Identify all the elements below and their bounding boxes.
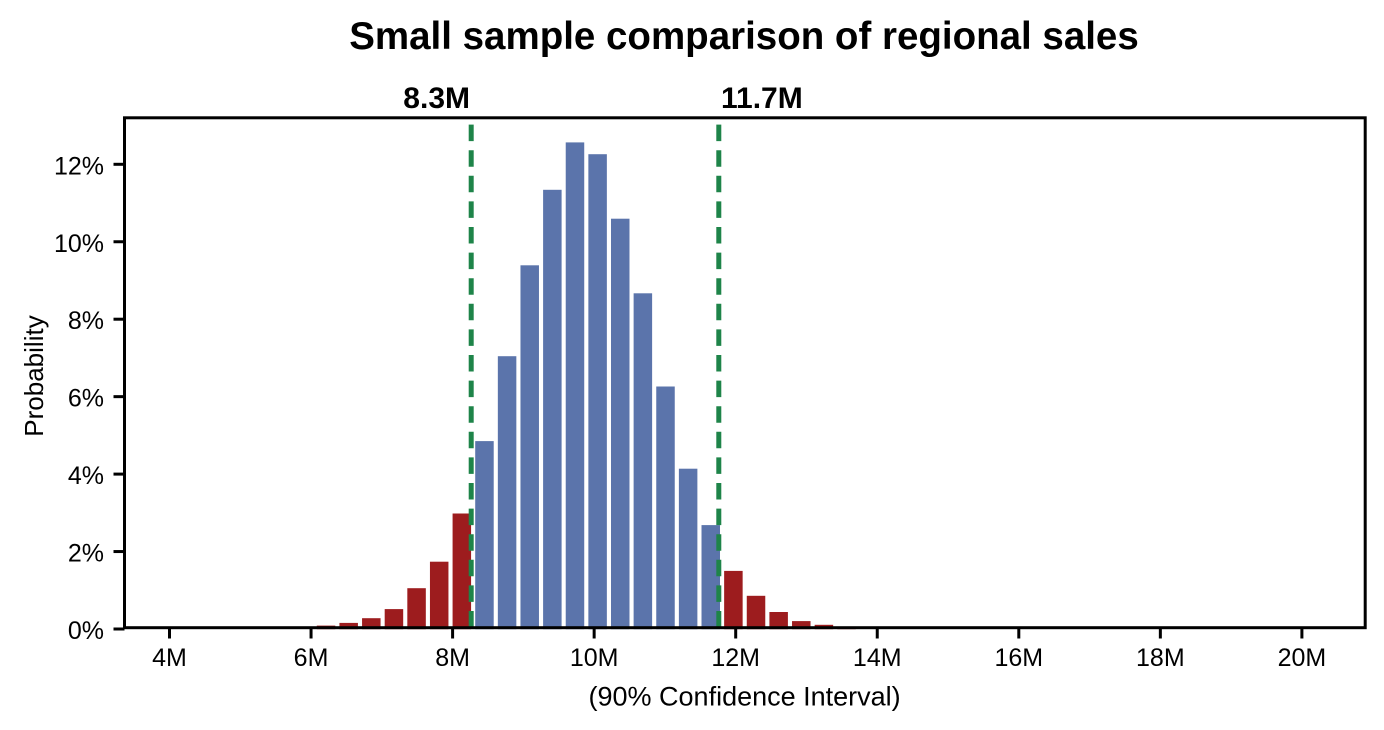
svg-text:8.3M: 8.3M <box>403 82 470 115</box>
svg-text:18M: 18M <box>1136 644 1185 672</box>
svg-text:2%: 2% <box>68 540 104 568</box>
svg-text:11.7M: 11.7M <box>721 82 803 115</box>
svg-text:4M: 4M <box>152 644 187 672</box>
svg-text:6%: 6% <box>68 385 104 413</box>
svg-text:14M: 14M <box>853 644 902 672</box>
svg-text:8%: 8% <box>68 307 104 335</box>
svg-text:0%: 0% <box>68 617 104 645</box>
svg-text:16M: 16M <box>994 644 1043 672</box>
svg-text:20M: 20M <box>1278 644 1327 672</box>
svg-text:6M: 6M <box>294 644 329 672</box>
svg-text:Probability: Probability <box>19 315 49 436</box>
svg-text:10%: 10% <box>54 230 104 258</box>
svg-text:8M: 8M <box>435 644 470 672</box>
svg-text:4%: 4% <box>68 462 104 490</box>
svg-text:(90% Confidence Interval): (90% Confidence Interval) <box>589 681 901 711</box>
svg-text:10M: 10M <box>570 644 619 672</box>
svg-text:12M: 12M <box>711 644 760 672</box>
svg-text:Small sample comparison of reg: Small sample comparison of regional sale… <box>349 15 1139 58</box>
svg-text:12%: 12% <box>54 152 104 180</box>
